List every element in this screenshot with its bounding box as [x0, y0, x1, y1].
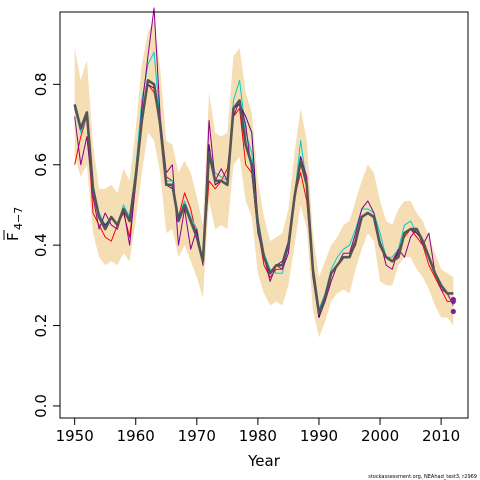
- x-tick-label-1980: 1980: [239, 427, 277, 445]
- credit-text: stockassessment.org, NEAhad_test3, r2969: [368, 474, 477, 480]
- x-tick-label-2000: 2000: [361, 427, 399, 445]
- y-tick-label-4: 0.8: [32, 72, 50, 96]
- y-tick-label-0: 0.0: [32, 394, 50, 418]
- x-axis: 1950 1960 1970 1980 1990 2000 2010: [56, 417, 460, 445]
- x-tick-label-1950: 1950: [56, 427, 94, 445]
- y-tick-label-1: 0.2: [32, 314, 50, 338]
- x-tick-label-1960: 1960: [117, 427, 155, 445]
- y-axis: 0.0 0.2 0.4 0.6 0.8: [32, 72, 61, 418]
- y-tick-label-2: 0.4: [32, 233, 50, 257]
- estimate-line: [73, 79, 454, 315]
- confidence-band: [74, 20, 454, 338]
- x-axis-title: Year: [247, 452, 281, 470]
- endpoint-marker-3: [450, 308, 456, 315]
- x-tick-label-1990: 1990: [300, 427, 338, 445]
- y-axis-title: F 4−7: [3, 207, 25, 241]
- y-axis-title-main: F: [4, 232, 22, 241]
- endpoint-markers-layer: [450, 296, 456, 315]
- confidence-band-layer: [74, 20, 454, 338]
- y-axis-title-subscript: 4−7: [12, 207, 25, 230]
- x-tick-label-1970: 1970: [178, 427, 216, 445]
- x-tick-label-2010: 2010: [422, 427, 460, 445]
- endpoint-marker-2: [450, 296, 456, 303]
- series-lines-layer: [73, 7, 454, 318]
- y-tick-label-3: 0.6: [32, 153, 50, 177]
